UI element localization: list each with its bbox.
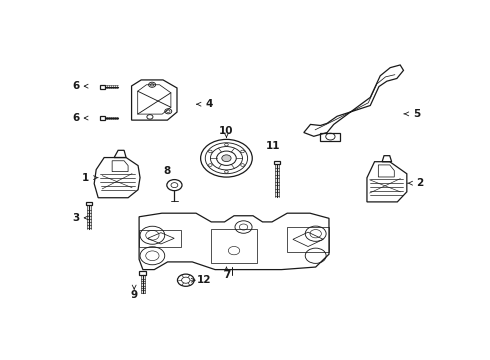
Text: 6: 6	[72, 81, 79, 91]
Text: 5: 5	[413, 109, 420, 119]
Text: 9: 9	[131, 291, 138, 301]
Text: 11: 11	[266, 141, 280, 151]
Text: 12: 12	[196, 275, 211, 285]
Text: 10: 10	[219, 126, 234, 135]
Text: 1: 1	[82, 173, 90, 183]
Text: 6: 6	[72, 113, 79, 123]
Text: 2: 2	[416, 178, 424, 188]
Text: 4: 4	[206, 99, 213, 109]
Text: 3: 3	[72, 213, 79, 223]
Text: 8: 8	[163, 166, 171, 176]
Circle shape	[222, 155, 231, 162]
Text: 7: 7	[223, 270, 230, 280]
